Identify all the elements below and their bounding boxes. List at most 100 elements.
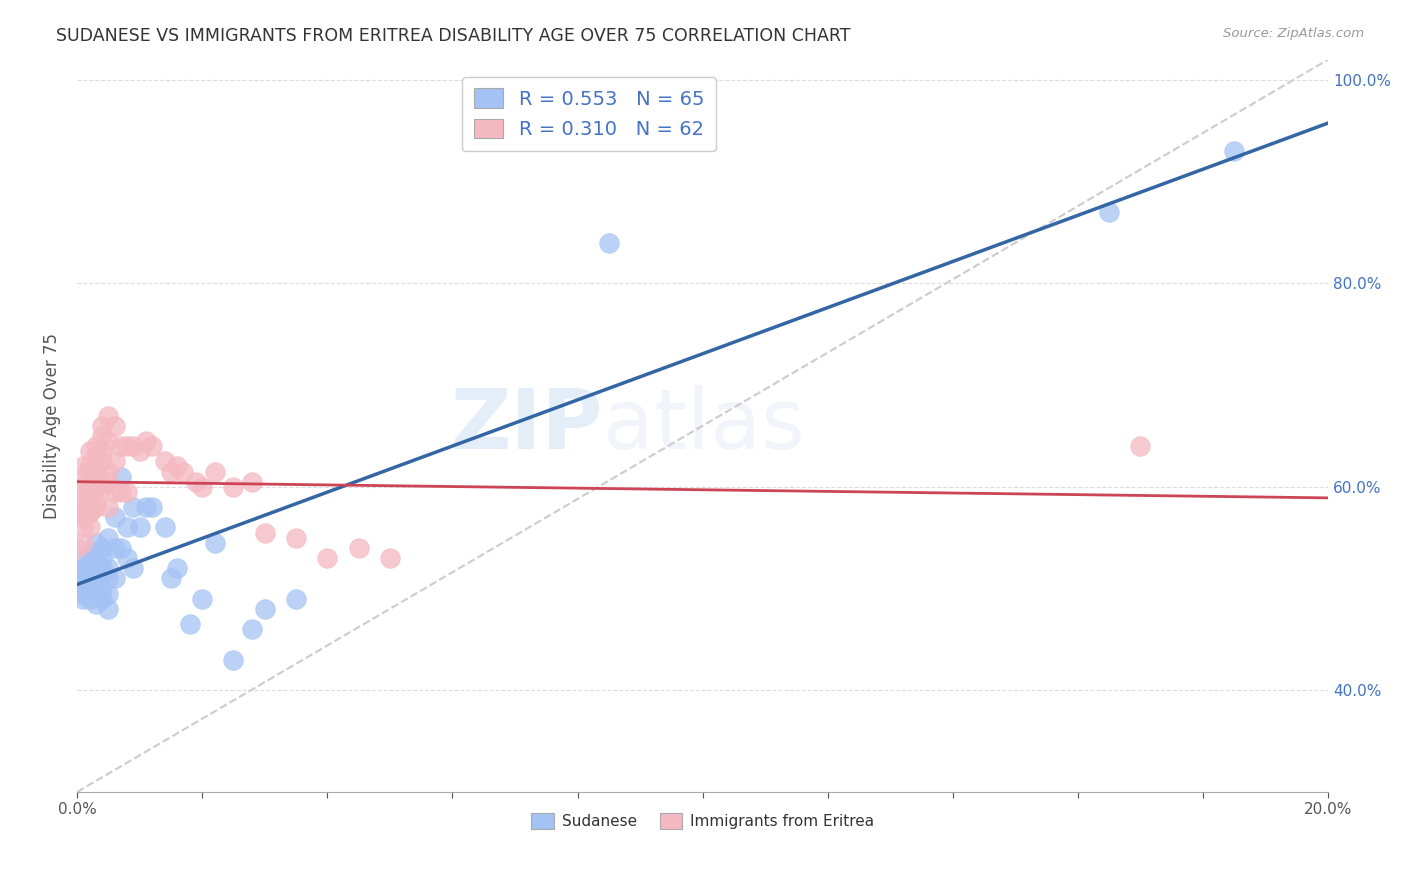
Point — [91, 551, 114, 566]
Point — [72, 582, 94, 596]
Point — [91, 418, 114, 433]
Point — [91, 480, 114, 494]
Point — [91, 591, 114, 606]
Text: atlas: atlas — [603, 385, 804, 467]
Point — [91, 561, 114, 575]
Point — [240, 475, 263, 489]
Point — [191, 480, 214, 494]
Point — [84, 465, 107, 479]
Text: ZIP: ZIP — [450, 385, 603, 467]
Point — [72, 571, 94, 585]
Point — [253, 525, 276, 540]
Point — [160, 571, 183, 585]
Point — [79, 583, 101, 598]
Point — [84, 500, 107, 515]
Point — [91, 429, 114, 443]
Point — [153, 454, 176, 468]
Point — [122, 500, 145, 515]
Point — [122, 561, 145, 575]
Point — [84, 469, 107, 483]
Point — [128, 520, 150, 534]
Point — [91, 454, 114, 468]
Point — [84, 535, 107, 549]
Point — [72, 505, 94, 519]
Point — [79, 556, 101, 570]
Point — [104, 510, 127, 524]
Point — [110, 439, 132, 453]
Point — [79, 480, 101, 494]
Point — [378, 551, 401, 566]
Point — [1098, 205, 1121, 219]
Point — [72, 576, 94, 591]
Point — [79, 505, 101, 519]
Point — [72, 469, 94, 483]
Point — [91, 541, 114, 555]
Point — [72, 520, 94, 534]
Point — [135, 434, 157, 448]
Point — [72, 490, 94, 504]
Point — [316, 551, 339, 566]
Point — [79, 520, 101, 534]
Point — [222, 653, 245, 667]
Point — [72, 510, 94, 524]
Point — [204, 535, 226, 549]
Point — [84, 597, 107, 611]
Point — [128, 444, 150, 458]
Point — [79, 561, 101, 575]
Point — [66, 541, 89, 555]
Point — [84, 450, 107, 464]
Point — [72, 535, 94, 549]
Point — [66, 582, 89, 596]
Point — [97, 531, 120, 545]
Point — [79, 571, 101, 585]
Point — [84, 571, 107, 585]
Point — [84, 571, 107, 585]
Point — [97, 602, 120, 616]
Point — [115, 520, 138, 534]
Point — [79, 459, 101, 474]
Point — [84, 495, 107, 509]
Point — [97, 434, 120, 448]
Legend: Sudanese, Immigrants from Eritrea: Sudanese, Immigrants from Eritrea — [524, 807, 880, 836]
Point — [204, 465, 226, 479]
Point — [97, 465, 120, 479]
Point — [191, 591, 214, 606]
Point — [160, 465, 183, 479]
Point — [72, 591, 94, 606]
Point — [222, 480, 245, 494]
Point — [72, 480, 94, 494]
Point — [110, 541, 132, 555]
Point — [66, 500, 89, 515]
Point — [72, 459, 94, 474]
Point — [115, 439, 138, 453]
Point — [110, 469, 132, 483]
Point — [79, 566, 101, 581]
Point — [1223, 144, 1246, 158]
Point — [91, 444, 114, 458]
Point — [104, 418, 127, 433]
Point — [141, 439, 163, 453]
Point — [84, 566, 107, 581]
Point — [110, 484, 132, 499]
Point — [598, 235, 620, 250]
Point — [122, 439, 145, 453]
Point — [166, 459, 188, 474]
Point — [66, 571, 89, 585]
Point — [91, 582, 114, 596]
Point — [72, 561, 94, 575]
Text: Source: ZipAtlas.com: Source: ZipAtlas.com — [1223, 27, 1364, 40]
Point — [79, 490, 101, 504]
Point — [72, 586, 94, 600]
Point — [1129, 439, 1152, 453]
Point — [84, 551, 107, 566]
Point — [104, 454, 127, 468]
Point — [97, 586, 120, 600]
Point — [104, 484, 127, 499]
Point — [285, 591, 308, 606]
Point — [97, 561, 120, 575]
Point — [104, 541, 127, 555]
Point — [84, 582, 107, 596]
Point — [104, 571, 127, 585]
Point — [135, 500, 157, 515]
Point — [72, 551, 94, 566]
